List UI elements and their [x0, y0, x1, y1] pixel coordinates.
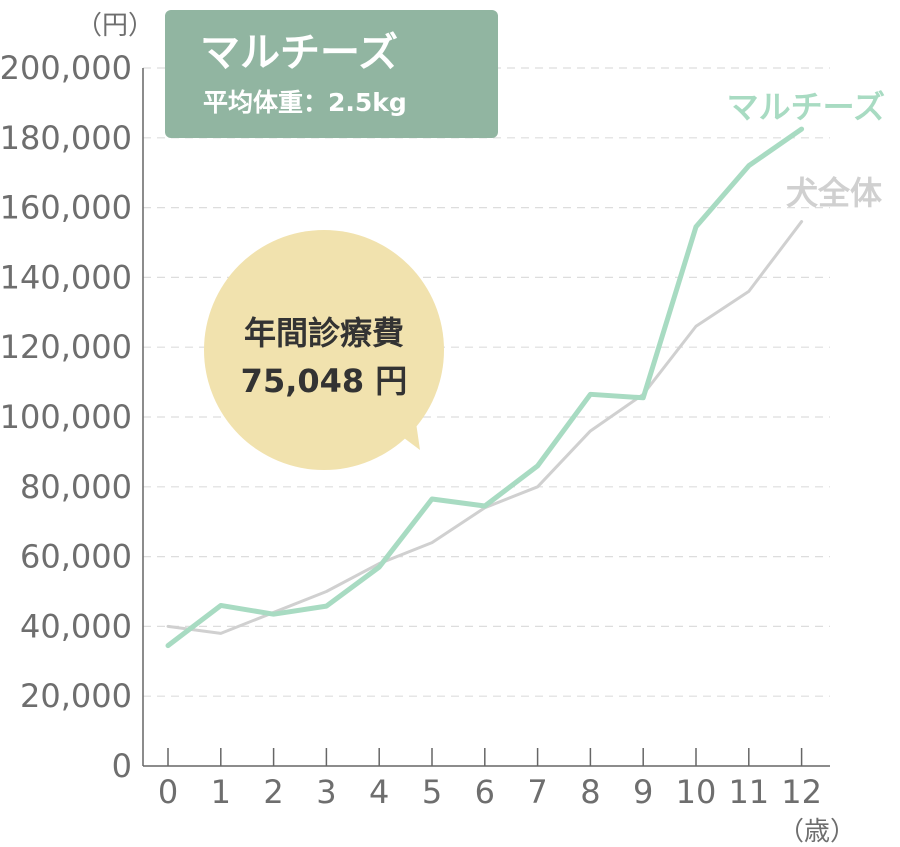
annual-cost-label: 年間診療費 — [244, 314, 404, 352]
y-axis-ticks: 0 20,000 40,000 60,000 80,000 100,000 120,000 1… — [0, 49, 132, 785]
y-axis-unit-label: （円） — [76, 11, 154, 41]
y-tick-label: 120,000 — [0, 328, 132, 366]
y-tick-label: 200,000 — [0, 49, 132, 87]
y-tick-label: 160,000 — [0, 189, 132, 227]
x-tick-label: 4 — [369, 773, 389, 811]
y-tick-label: 180,000 — [0, 119, 132, 157]
annual-cost-value: 75,048 円 — [241, 362, 408, 400]
x-tick-label: 12 — [781, 773, 822, 811]
x-tick-label: 11 — [728, 773, 769, 811]
series-label-maltese: マルチーズ — [727, 88, 885, 126]
x-tick-label: 10 — [676, 773, 717, 811]
x-axis-ticks: 0 1 2 3 4 5 6 7 8 9 10 11 12 — [158, 748, 822, 811]
x-tick-label: 9 — [633, 773, 653, 811]
y-tick-label: 100,000 — [0, 398, 132, 436]
x-tick-label: 1 — [211, 773, 231, 811]
annual-cost-bubble: 年間診療費 75,048 円 — [204, 230, 444, 470]
series-points — [167, 129, 802, 646]
x-tick-label: 8 — [580, 773, 600, 811]
breed-title-box: マルチーズ 平均体重：2.5kg — [165, 10, 498, 138]
x-axis-unit-label: （歳） — [778, 817, 856, 847]
x-tick-label: 0 — [158, 773, 178, 811]
x-tick-label: 5 — [422, 773, 442, 811]
breed-title: マルチーズ — [200, 30, 398, 76]
y-tick-label: 140,000 — [0, 258, 132, 296]
average-weight-label: 平均体重：2.5kg — [203, 88, 407, 117]
x-tick-label: 6 — [475, 773, 495, 811]
bubble-circle — [204, 230, 444, 470]
y-tick-label: 40,000 — [20, 607, 132, 645]
series-label-all-dogs: 犬全体 — [786, 174, 882, 212]
y-tick-label: 80,000 — [20, 468, 132, 506]
title-box-background — [165, 10, 498, 138]
x-tick-label: 7 — [527, 773, 547, 811]
y-tick-label: 60,000 — [20, 538, 132, 576]
x-tick-label: 2 — [263, 773, 283, 811]
y-tick-label: 0 — [112, 747, 132, 785]
y-tick-label: 20,000 — [20, 677, 132, 715]
x-tick-label: 3 — [316, 773, 336, 811]
